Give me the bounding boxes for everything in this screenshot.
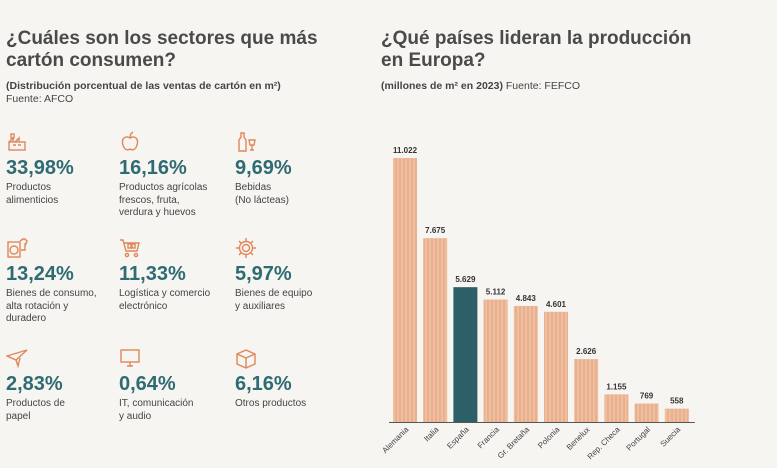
sectors-source: Fuente: AFCO xyxy=(6,93,74,105)
sector-equipment: 5,97% Bienes de equipo y auxiliares xyxy=(235,237,345,347)
sector-it: 0,64% IT, comunicación y audio xyxy=(119,347,235,437)
sector-pct: 5,97% xyxy=(235,263,292,285)
sector-pct: 11,33% xyxy=(119,263,186,285)
bar-españa xyxy=(453,287,478,422)
bottle-glass-icon xyxy=(238,132,256,152)
sector-agri: 16,16% Productos agrícolas frescos, fruta… xyxy=(119,131,235,237)
sector-desc: Bienes de consumo, alta rotación y durader… xyxy=(6,288,97,324)
countries-panel: ¿Qué países lideran la producción en Eur… xyxy=(380,28,771,461)
sector-others: 6,16% Otros productos xyxy=(235,347,345,437)
bar-value-label: 7.675 xyxy=(425,226,446,235)
category-label: Alemania xyxy=(381,425,411,455)
sector-desc: Otros productos xyxy=(235,398,307,409)
bar-value-label: 4.601 xyxy=(546,300,567,309)
countries-title-line2: en Europa? xyxy=(381,50,486,71)
bar-portugal xyxy=(634,403,659,422)
bar-value-label: 769 xyxy=(640,392,654,401)
sector-pct: 33,98% xyxy=(6,157,74,179)
category-label: Rep. Checa xyxy=(586,425,623,462)
bar-alemania xyxy=(393,158,417,422)
sector-food: 33,98% Productos alimenticios xyxy=(6,131,119,237)
box-icon xyxy=(236,349,256,369)
sector-desc: Bienes de equipo y auxiliares xyxy=(235,288,313,312)
sectors-grid: 33,98% Productos alimenticios 16,16% Prod… xyxy=(6,131,345,437)
category-label: Francia xyxy=(476,425,502,451)
paper-plane-icon xyxy=(6,349,28,369)
sectors-subtitle: (Distribución porcentual de las ventas d… xyxy=(6,80,281,92)
sector-drinks: 9,69% Bebidas (No lácteas) xyxy=(235,131,345,237)
gear-icon xyxy=(236,238,256,258)
sector-pct: 13,24% xyxy=(6,263,74,285)
bar-chart: 11.022 7.675 5.629 5.112 4.843 4.601 2.626 1.15… xyxy=(380,146,695,462)
bar-francia xyxy=(483,299,508,422)
bar-value-label: 2.626 xyxy=(576,347,597,356)
sector-pct: 6,16% xyxy=(235,373,292,395)
countries-subtitle: (millones de m² en 2023) Fuente: FEFCO xyxy=(381,80,771,92)
bar-gr-bretaña xyxy=(513,306,538,422)
sector-pct: 2,83% xyxy=(6,373,63,395)
countries-subtitle-unit: (millones de m² en 2023) xyxy=(381,80,503,92)
sectors-panel: ¿Cuáles son los sectores que más cartón … xyxy=(6,28,351,422)
monitor-icon xyxy=(120,349,140,367)
bar-value-label: 5.112 xyxy=(486,288,506,297)
sector-desc: Productos agrícolas frescos, fruta, verdur… xyxy=(119,182,208,218)
bar-italia xyxy=(423,238,448,422)
countries-source: Fuente: FEFCO xyxy=(502,80,580,92)
sector-consumer: 13,24% Bienes de consumo, alta rotación y… xyxy=(6,237,119,347)
sector-logistics: 11,33% Logística y comercio electrónico xyxy=(119,237,235,347)
washer-shirt-icon xyxy=(7,238,28,258)
sector-desc: Logística y comercio electrónico xyxy=(119,288,211,312)
bar-value-label: 558 xyxy=(670,397,684,406)
chart-area: 11.022 7.675 5.629 5.112 4.843 4.601 2.626 1.15… xyxy=(380,120,771,468)
cart-icon xyxy=(120,239,140,258)
bar-value-label: 4.843 xyxy=(516,294,537,303)
category-label: Polonia xyxy=(536,425,562,451)
sector-paper: 2,83% Productos de papel xyxy=(6,347,119,437)
category-label: Suecia xyxy=(659,425,683,449)
sectors-title-line2: cartón consumen? xyxy=(6,50,176,71)
bar-benelux xyxy=(574,359,599,422)
sector-desc: Productos alimenticios xyxy=(6,182,59,206)
bar-value-label: 5.629 xyxy=(455,275,476,284)
category-label: Italia xyxy=(422,425,441,444)
sector-pct: 0,64% xyxy=(119,373,176,395)
sector-desc: Productos de papel xyxy=(6,398,65,422)
category-label: Portugal xyxy=(625,425,653,453)
bar-suecia xyxy=(664,408,689,422)
food-factory-icon xyxy=(8,133,26,151)
sector-desc: IT, comunicación y audio xyxy=(119,398,194,422)
category-label: Gr. Bretaña xyxy=(496,425,532,461)
sector-pct: 9,69% xyxy=(235,157,292,179)
bar-value-label: 1.155 xyxy=(606,382,627,391)
apple-icon xyxy=(121,131,139,151)
countries-title-line1: ¿Qué países lideran la producción xyxy=(381,28,692,49)
sector-desc: Bebidas (No lácteas) xyxy=(235,182,289,206)
countries-title: ¿Qué países lideran la producción en Eur… xyxy=(381,28,701,72)
bar-rep-checa xyxy=(604,394,629,422)
bar-polonia xyxy=(544,311,568,422)
bar-value-label: 11.022 xyxy=(393,146,418,155)
category-label: España xyxy=(445,425,471,451)
sectors-title-line1: ¿Cuáles son los sectores que más xyxy=(6,28,318,49)
sector-pct: 16,16% xyxy=(119,157,187,179)
sectors-title: ¿Cuáles son los sectores que más cartón … xyxy=(6,28,326,72)
category-label: Benelux xyxy=(565,425,592,452)
